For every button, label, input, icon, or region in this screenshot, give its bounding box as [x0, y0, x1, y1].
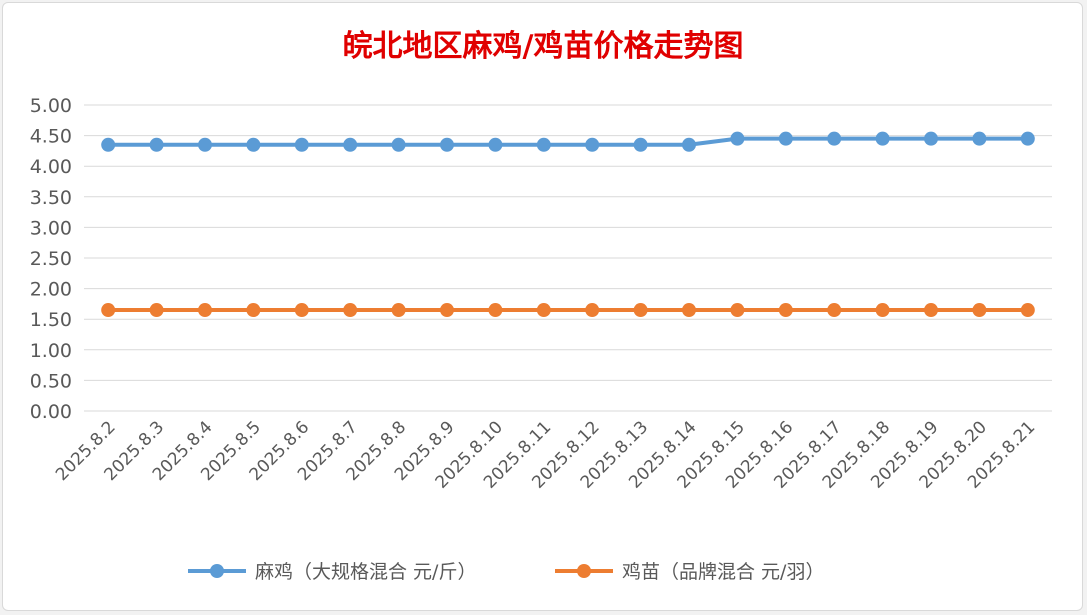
series-line [108, 136, 1028, 147]
data-point [778, 303, 793, 318]
series-1 [101, 131, 1035, 152]
data-point [198, 303, 212, 318]
data-point [101, 303, 116, 318]
data-point [343, 137, 358, 152]
series-group [101, 131, 1035, 318]
data-point [633, 137, 648, 152]
y-tick-label: 0.50 [30, 370, 72, 392]
legend-swatch-marker [210, 564, 224, 578]
data-point [1020, 303, 1035, 318]
data-point [924, 131, 938, 146]
data-point [827, 131, 842, 146]
data-point [440, 137, 454, 152]
y-tick-label: 1.50 [30, 309, 72, 331]
data-point [488, 303, 503, 318]
data-point [972, 303, 987, 318]
legend-label: 鸡苗（品牌混合 元/羽） [622, 561, 824, 583]
legend-label: 麻鸡（大规格混合 元/斤） [255, 561, 476, 583]
data-point [585, 303, 600, 318]
data-point [149, 303, 164, 318]
data-point [730, 131, 745, 146]
data-point [924, 303, 938, 318]
data-point [294, 303, 309, 318]
y-tick-label: 2.50 [30, 248, 72, 270]
legend-swatch-marker [577, 564, 591, 578]
data-point [101, 137, 116, 152]
data-point [536, 137, 551, 152]
y-tick-label: 4.50 [30, 126, 72, 148]
legend: 麻鸡（大规格混合 元/斤） 鸡苗（品牌混合 元/羽） [188, 561, 824, 583]
y-axis: 0.00 0.50 1.00 1.50 2.00 2.50 3.00 3.50 4.00 4.50… [30, 95, 72, 423]
data-point [488, 137, 503, 152]
y-tick-label: 1.00 [30, 340, 72, 362]
data-point [391, 137, 406, 152]
data-point [343, 303, 358, 318]
data-point [682, 303, 696, 318]
data-point [682, 137, 696, 152]
data-point [585, 137, 600, 152]
data-point [246, 137, 261, 152]
data-point [1020, 131, 1035, 146]
y-tick-label: 3.50 [30, 187, 72, 209]
data-point [875, 303, 890, 318]
data-point [875, 131, 890, 146]
y-tick-label: 3.00 [30, 217, 72, 239]
series-2 [101, 303, 1035, 318]
data-point [440, 303, 454, 318]
data-point [778, 131, 793, 146]
data-point [972, 131, 987, 146]
gridlines [84, 104, 1052, 412]
data-point [827, 303, 842, 318]
data-point [536, 303, 551, 318]
y-tick-label: 4.00 [30, 156, 72, 178]
data-point [633, 303, 648, 318]
data-point [198, 137, 212, 152]
y-tick-label: 0.00 [30, 401, 72, 423]
data-point [730, 303, 745, 318]
data-point [294, 137, 309, 152]
data-point [391, 303, 406, 318]
x-axis: 2025.8.22025.8.32025.8.42025.8.52025.8.6… [52, 417, 1039, 492]
legend-item: 麻鸡（大规格混合 元/斤） [188, 561, 476, 583]
data-point [246, 303, 261, 318]
y-tick-label: 5.00 [30, 95, 72, 117]
y-tick-label: 2.00 [30, 279, 72, 301]
data-point [149, 137, 164, 152]
chart-title: 皖北地区麻鸡/鸡苗价格走势图 [343, 29, 744, 64]
legend-item: 鸡苗（品牌混合 元/羽） [555, 561, 824, 583]
